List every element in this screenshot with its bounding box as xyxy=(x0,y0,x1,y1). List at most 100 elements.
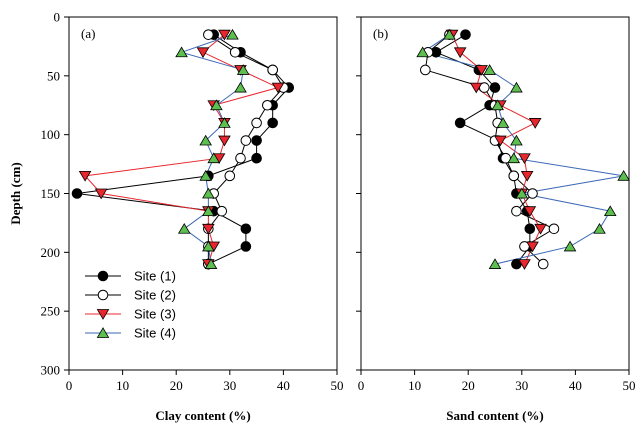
data-point-site-2 xyxy=(262,99,273,111)
data-point-site-1 xyxy=(240,223,252,235)
data-point-site-2 xyxy=(251,117,262,129)
plot-frame xyxy=(68,16,338,371)
x-tick-label: 30 xyxy=(223,378,236,393)
series-line-site-2 xyxy=(424,34,556,265)
data-point-site-4 xyxy=(507,152,521,164)
data-point-site-2 xyxy=(240,135,252,146)
x-tick-label: 20 xyxy=(462,378,475,393)
data-point-site-3 xyxy=(453,47,467,59)
data-point-site-3 xyxy=(78,170,92,182)
data-point-site-4 xyxy=(510,134,523,146)
x-tick-label: 40 xyxy=(569,378,582,393)
panel-b-sand-content: 0 10 20 30 40 50 (b) Sand content (%) xyxy=(356,16,635,423)
legend-marker-site-3 xyxy=(96,309,110,320)
legend-marker-site-2 xyxy=(97,289,109,301)
y-axis-title: Depth (cm) xyxy=(8,162,23,224)
data-point-site-4 xyxy=(199,170,212,181)
data-point-site-3 xyxy=(271,82,285,94)
data-point-site-3 xyxy=(523,206,537,217)
data-point-site-4 xyxy=(177,222,191,234)
data-point-site-2 xyxy=(224,170,236,182)
data-point-site-3 xyxy=(494,135,507,147)
data-point-site-1 xyxy=(240,241,252,252)
data-point-site-4 xyxy=(617,170,630,181)
data-point-site-4 xyxy=(483,64,496,75)
data-point-site-4 xyxy=(202,187,215,199)
data-point-site-1 xyxy=(524,223,536,235)
data-point-site-2 xyxy=(229,47,241,58)
x-tick-label: 50 xyxy=(331,378,344,393)
y-tick-label: 50 xyxy=(47,68,60,83)
y-tick-label: 200 xyxy=(41,245,61,260)
data-point-site-4 xyxy=(488,258,502,269)
data-point-site-4 xyxy=(218,117,231,128)
data-point-site-4 xyxy=(603,205,617,217)
legend-label-site-1: Site (1) xyxy=(134,269,176,284)
y-tick-label: 100 xyxy=(41,127,61,142)
panel-label: (a) xyxy=(81,26,95,41)
data-point-site-1 xyxy=(489,82,501,93)
data-point-site-4 xyxy=(234,81,247,93)
data-point-site-3 xyxy=(475,65,488,76)
legend-marker-site-1 xyxy=(97,270,109,282)
y-tick-label: 150 xyxy=(41,186,61,201)
x-tick-label: 10 xyxy=(116,378,129,393)
x-tick-label: 0 xyxy=(358,378,365,393)
x-tick-label: 10 xyxy=(408,378,421,393)
x-tick-label: 20 xyxy=(170,378,183,393)
data-point-site-2 xyxy=(511,205,522,217)
y-tick-label: 250 xyxy=(41,304,61,319)
data-point-site-3 xyxy=(202,223,215,235)
data-point-site-2 xyxy=(527,188,538,199)
data-point-site-4 xyxy=(175,46,188,58)
plot-frame xyxy=(360,16,630,371)
data-point-site-2 xyxy=(420,64,431,76)
y-tick-label: 0 xyxy=(54,10,61,25)
data-point-site-4 xyxy=(204,258,218,269)
data-point-site-4 xyxy=(491,99,504,111)
x-tick-label: 50 xyxy=(623,378,635,393)
data-point-site-4 xyxy=(207,152,221,164)
data-point-site-3 xyxy=(218,135,231,147)
data-point-site-4 xyxy=(236,64,250,75)
data-point-site-4 xyxy=(199,134,212,146)
data-point-site-2 xyxy=(537,258,549,270)
data-point-site-2 xyxy=(548,223,560,235)
data-point-site-4 xyxy=(416,46,429,58)
data-point-site-3 xyxy=(94,188,108,200)
data-point-site-3 xyxy=(518,259,531,270)
legend-label-site-2: Site (2) xyxy=(134,288,176,303)
data-point-site-2 xyxy=(267,64,278,76)
x-tick-label: 0 xyxy=(66,378,73,393)
data-point-site-4 xyxy=(563,240,577,252)
x-tick-label: 30 xyxy=(515,378,528,393)
legend: Site (1) Site (2) Site (3) Site (4) xyxy=(85,269,176,341)
data-point-site-4 xyxy=(202,205,215,217)
data-point-site-1 xyxy=(460,29,471,40)
legend-label-site-3: Site (3) xyxy=(134,307,176,322)
data-point-site-4 xyxy=(443,28,456,40)
data-point-site-3 xyxy=(534,223,547,235)
data-point-site-4 xyxy=(496,117,510,128)
data-point-site-3 xyxy=(526,241,539,253)
data-point-site-1 xyxy=(251,152,262,164)
series-line-site-4 xyxy=(421,34,624,265)
panel-a-clay-content: 0 10 20 30 40 50 0 50 100 150 200 250 300 (a) Clay con… xyxy=(8,10,344,424)
data-point-site-2 xyxy=(235,152,246,164)
data-point-site-1 xyxy=(251,135,262,146)
data-point-site-2 xyxy=(508,170,520,182)
x-tick-label: 40 xyxy=(277,378,290,393)
data-point-site-3 xyxy=(520,170,534,182)
data-point-site-4 xyxy=(515,187,529,199)
data-point-site-4 xyxy=(226,28,239,40)
data-point-site-3 xyxy=(528,118,542,129)
legend-marker-site-4 xyxy=(96,327,110,338)
y-tick-label: 300 xyxy=(41,363,61,378)
data-point-site-3 xyxy=(518,153,531,165)
legend-label-site-4: Site (4) xyxy=(134,326,176,341)
data-point-site-3 xyxy=(469,82,483,94)
data-point-site-1 xyxy=(454,117,466,129)
data-point-site-2 xyxy=(216,205,228,217)
data-point-site-2 xyxy=(203,29,214,40)
